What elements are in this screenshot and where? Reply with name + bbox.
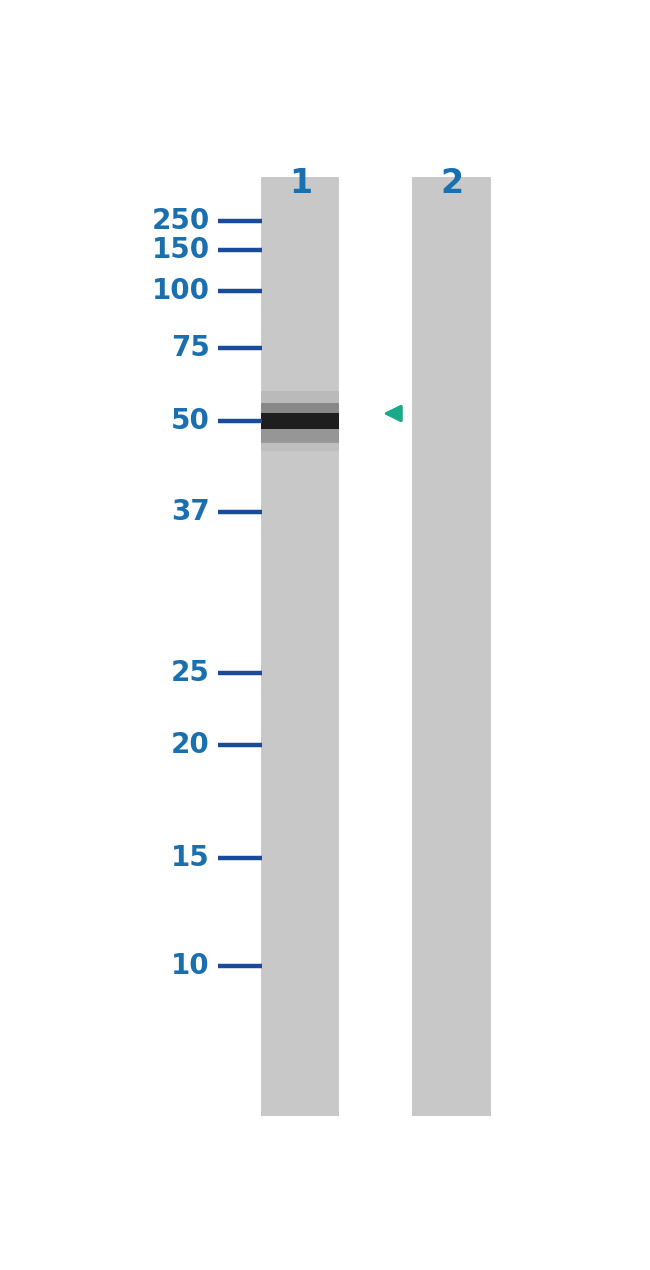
Text: 75: 75: [171, 334, 210, 362]
Text: 50: 50: [171, 408, 210, 436]
Text: 37: 37: [171, 498, 210, 526]
Bar: [261, 404, 339, 413]
Bar: [261, 442, 339, 451]
Text: 250: 250: [151, 207, 210, 235]
Text: 25: 25: [171, 659, 210, 687]
Text: 100: 100: [151, 277, 210, 305]
Text: 1: 1: [289, 168, 312, 201]
Text: 10: 10: [171, 952, 210, 980]
Bar: [413, 177, 491, 1115]
Text: 20: 20: [171, 732, 210, 759]
Text: 15: 15: [171, 845, 210, 872]
Bar: [261, 413, 339, 429]
Bar: [261, 391, 339, 404]
Bar: [261, 429, 339, 443]
Text: 150: 150: [151, 236, 210, 264]
Text: 2: 2: [440, 168, 463, 201]
Bar: [261, 177, 339, 1115]
